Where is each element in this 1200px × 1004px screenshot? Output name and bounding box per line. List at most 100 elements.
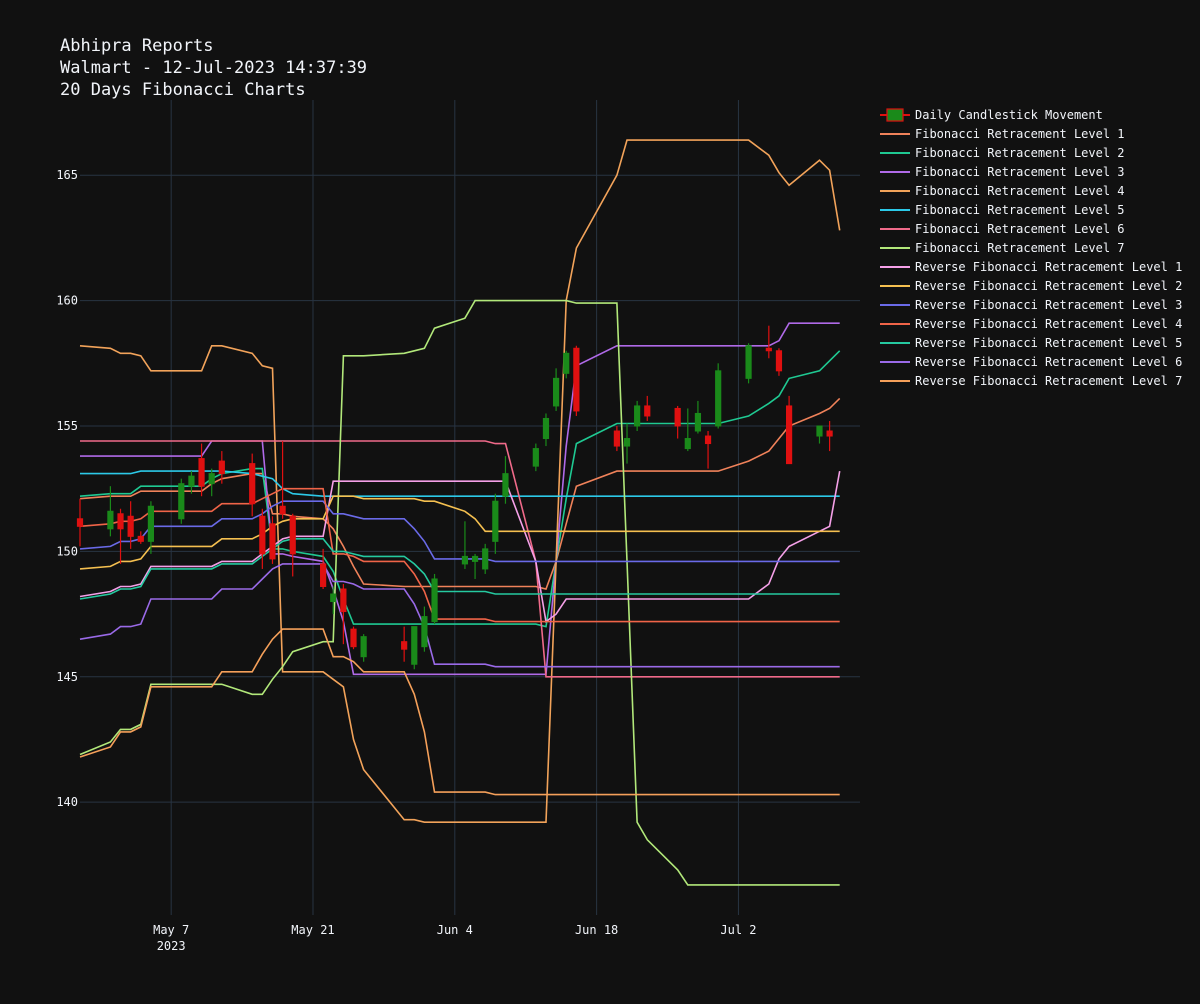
legend-item-fibonacci-retracement-level-5[interactable]: Fibonacci Retracement Level 5 bbox=[880, 203, 1125, 217]
candle-body bbox=[745, 345, 752, 379]
candle-body bbox=[765, 347, 772, 352]
candle bbox=[178, 478, 185, 524]
y-tick-label: 155 bbox=[56, 419, 78, 433]
candle bbox=[482, 543, 489, 574]
legend-label: Fibonacci Retracement Level 2 bbox=[915, 146, 1125, 160]
candle bbox=[279, 441, 286, 519]
candle bbox=[745, 343, 752, 384]
legend-label: Reverse Fibonacci Retracement Level 5 bbox=[915, 336, 1182, 350]
candle bbox=[350, 626, 357, 650]
candle bbox=[76, 498, 84, 547]
y-tick-label: 145 bbox=[56, 670, 78, 684]
reverse-fibonacci-retracement-level-2-line bbox=[79, 495, 840, 570]
candle-body bbox=[198, 458, 205, 487]
candle-body bbox=[674, 407, 681, 427]
fibonacci-retracement-level-7-line bbox=[79, 299, 840, 886]
candle-body bbox=[117, 513, 124, 530]
x-tick-label: May 7 bbox=[153, 923, 189, 937]
candle-body bbox=[816, 425, 823, 437]
candle-body bbox=[330, 593, 337, 603]
legend-item-reverse-fibonacci-retracement-level-5[interactable]: Reverse Fibonacci Retracement Level 5 bbox=[880, 336, 1182, 350]
candle-body bbox=[279, 505, 286, 515]
candle bbox=[492, 493, 499, 554]
candle-body bbox=[269, 523, 276, 560]
candle-body bbox=[704, 435, 712, 445]
candle-body bbox=[431, 578, 438, 623]
reverse-fibonacci-retracement-level-4-line bbox=[79, 487, 840, 623]
legend-label: Reverse Fibonacci Retracement Level 7 bbox=[915, 374, 1182, 388]
legend-item-fibonacci-retracement-level-1[interactable]: Fibonacci Retracement Level 1 bbox=[880, 127, 1125, 141]
candle bbox=[107, 486, 114, 537]
candle-body bbox=[411, 626, 418, 665]
reverse-fibonacci-retracement-level-6-line bbox=[79, 563, 840, 668]
candle bbox=[826, 420, 833, 452]
legend-item-fibonacci-retracement-level-4[interactable]: Fibonacci Retracement Level 4 bbox=[880, 184, 1125, 198]
legend-item-reverse-fibonacci-retracement-level-3[interactable]: Reverse Fibonacci Retracement Level 3 bbox=[880, 298, 1182, 312]
candle-body bbox=[147, 505, 155, 542]
candle bbox=[188, 471, 195, 494]
candle-body bbox=[826, 430, 833, 437]
y-tick-label: 150 bbox=[56, 544, 78, 558]
candle-body bbox=[715, 370, 722, 427]
candle bbox=[330, 586, 337, 615]
x-tick-label: Jul 2 bbox=[720, 923, 756, 937]
plot-layer bbox=[79, 139, 841, 886]
candle bbox=[502, 456, 509, 504]
candle bbox=[198, 443, 205, 497]
candle bbox=[542, 413, 550, 447]
candle bbox=[218, 451, 225, 484]
candle bbox=[684, 408, 691, 452]
candle bbox=[623, 423, 631, 464]
axis-layer: 140 145 150 155 160 165 May 7 2023 May 21 Jun 4 Ju… bbox=[56, 168, 756, 953]
legend-label: Fibonacci Retracement Level 6 bbox=[915, 222, 1125, 236]
candle-body bbox=[421, 616, 428, 648]
candle-body bbox=[623, 438, 631, 447]
legend-item-fibonacci-retracement-level-2[interactable]: Fibonacci Retracement Level 2 bbox=[880, 146, 1125, 160]
legend-item-fibonacci-retracement-level-6[interactable]: Fibonacci Retracement Level 6 bbox=[880, 222, 1125, 236]
candle bbox=[613, 426, 620, 452]
candle bbox=[127, 501, 134, 549]
legend-item-reverse-fibonacci-retracement-level-6[interactable]: Reverse Fibonacci Retracement Level 6 bbox=[880, 355, 1182, 369]
candle bbox=[471, 553, 479, 579]
legend[interactable]: Daily Candlestick Movement Fibonacci Retr… bbox=[880, 108, 1182, 388]
fibonacci-retracement-level-2-line bbox=[79, 350, 841, 628]
candle bbox=[208, 468, 215, 497]
legend-item-reverse-fibonacci-retracement-level-4[interactable]: Reverse Fibonacci Retracement Level 4 bbox=[880, 317, 1182, 331]
candle bbox=[775, 348, 783, 376]
x-tick-label: Jun 18 bbox=[575, 923, 618, 937]
title-line-1: Abhipra Reports bbox=[60, 36, 214, 56]
grid-layer bbox=[80, 100, 860, 915]
legend-item-fibonacci-retracement-level-7[interactable]: Fibonacci Retracement Level 7 bbox=[880, 241, 1125, 255]
candle bbox=[644, 395, 651, 421]
candle bbox=[117, 508, 124, 564]
reverse-fibonacci-retracement-level-5-line bbox=[79, 537, 840, 600]
legend-item-reverse-fibonacci-retracement-level-1[interactable]: Reverse Fibonacci Retracement Level 1 bbox=[880, 260, 1182, 274]
candle-body bbox=[482, 548, 489, 570]
legend-label: Fibonacci Retracement Level 4 bbox=[915, 184, 1125, 198]
candle bbox=[431, 573, 438, 625]
candle-body bbox=[573, 347, 580, 412]
candle bbox=[765, 325, 772, 359]
candle-body bbox=[644, 405, 651, 417]
candle bbox=[401, 626, 408, 662]
candle-body bbox=[684, 438, 691, 450]
candle bbox=[532, 443, 539, 472]
candle bbox=[340, 583, 347, 645]
legend-item-fibonacci-retracement-level-3[interactable]: Fibonacci Retracement Level 3 bbox=[880, 165, 1125, 179]
reverse-fibonacci-retracement-level-1-line bbox=[79, 470, 841, 624]
candle bbox=[553, 368, 560, 411]
legend-label: Fibonacci Retracement Level 7 bbox=[915, 241, 1125, 255]
candle-body bbox=[563, 352, 570, 374]
x-tick-year-label: 2023 bbox=[157, 939, 186, 953]
fibonacci-retracement-level-3-line bbox=[80, 322, 840, 676]
legend-item-daily-candlestick-movement[interactable]: Daily Candlestick Movement bbox=[880, 108, 1103, 122]
candle-body bbox=[553, 377, 560, 407]
candle-body bbox=[492, 500, 499, 542]
candle-body bbox=[107, 510, 114, 530]
candle-body bbox=[360, 636, 367, 658]
legend-item-reverse-fibonacci-retracement-level-2[interactable]: Reverse Fibonacci Retracement Level 2 bbox=[880, 279, 1182, 293]
legend-item-reverse-fibonacci-retracement-level-7[interactable]: Reverse Fibonacci Retracement Level 7 bbox=[880, 374, 1182, 388]
candle-body bbox=[259, 515, 266, 555]
candle bbox=[421, 606, 428, 652]
